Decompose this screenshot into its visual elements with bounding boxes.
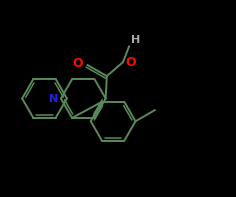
Text: O: O (72, 57, 83, 70)
Text: H: H (131, 35, 140, 45)
Text: N: N (49, 94, 58, 103)
Text: O: O (126, 56, 136, 69)
